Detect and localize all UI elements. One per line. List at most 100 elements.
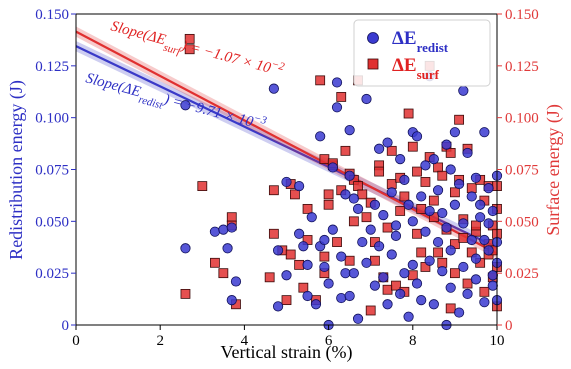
- redist-data-point: [483, 183, 494, 194]
- surf-data-point: [445, 148, 456, 158]
- redist-data-point: [475, 212, 486, 223]
- surf-data-point: [420, 177, 431, 187]
- redist-data-point: [487, 270, 498, 281]
- redist-data-point: [340, 189, 351, 200]
- redist-data-point: [218, 224, 229, 235]
- redist-data-point: [399, 174, 410, 185]
- redist-data-point: [365, 224, 376, 235]
- surf-data-point: [184, 33, 195, 44]
- redist-data-point: [319, 234, 330, 246]
- redist-data-point: [302, 259, 313, 270]
- redist-data-point: [344, 170, 355, 181]
- legend-redist-label: ΔEredist: [392, 28, 449, 55]
- redist-data-point: [470, 274, 482, 285]
- surf-data-point: [184, 44, 195, 55]
- surf-data-point: [357, 189, 368, 200]
- surf-data-point: [386, 145, 397, 156]
- redist-data-point: [302, 290, 313, 302]
- surf-data-point: [449, 187, 460, 198]
- surf-data-point: [471, 220, 481, 231]
- x-axis-title: Vertical strain (%): [221, 342, 353, 363]
- surf-data-point: [365, 305, 376, 316]
- redist-data-point: [361, 93, 372, 105]
- redist-data-point: [458, 261, 469, 273]
- surf-data-point: [210, 257, 220, 268]
- redist-data-point: [315, 131, 326, 142]
- redist-data-point: [462, 288, 473, 299]
- redist-data-point: [416, 191, 427, 202]
- redist-data-point: [479, 297, 490, 308]
- y-right-tick-label: 0.075: [505, 163, 539, 179]
- surf-data-point: [416, 247, 427, 258]
- redist-data-point: [441, 222, 452, 233]
- redist-data-point: [331, 102, 343, 113]
- redist-data-point: [470, 172, 482, 183]
- redist-data-point: [407, 259, 418, 270]
- redist-data-point: [344, 290, 355, 302]
- surf-data-point: [332, 237, 342, 247]
- redist-data-point: [386, 187, 397, 198]
- x-tick-label: 8: [409, 333, 417, 349]
- redist-data-point: [352, 203, 364, 214]
- surf-data-point: [403, 108, 414, 119]
- redist-data-point: [327, 224, 338, 235]
- y-right-tick-label: 0.125: [505, 59, 539, 75]
- redist-data-point: [209, 226, 221, 237]
- surf-data-point: [268, 185, 279, 196]
- surf-data-point: [382, 222, 393, 233]
- surf-data-point: [294, 259, 305, 270]
- redist-data-point: [281, 176, 292, 188]
- surf-data-point: [412, 166, 422, 177]
- redist-data-point: [281, 270, 292, 281]
- redist-data-point: [487, 280, 498, 291]
- surf-data-point: [323, 189, 334, 200]
- redist-data-point: [374, 241, 385, 252]
- redistribution-energy-points: [180, 71, 503, 331]
- y-right-tick-label: 0.150: [505, 7, 539, 23]
- redist-data-point: [386, 249, 397, 260]
- redist-data-point: [432, 236, 444, 248]
- redist-data-point: [424, 255, 435, 266]
- surf-data-point: [479, 286, 490, 297]
- y-right-tick-label: 0.100: [505, 111, 539, 127]
- redist-data-point: [445, 245, 456, 256]
- redist-data-point: [390, 230, 402, 241]
- redist-data-point: [437, 265, 448, 277]
- redist-data-point: [327, 162, 338, 173]
- redist-data-point: [369, 199, 381, 210]
- redist-data-point: [294, 228, 305, 239]
- redist-data-point: [466, 234, 477, 246]
- redist-data-point: [395, 154, 406, 165]
- redist-data-point: [348, 268, 359, 279]
- redist-data-point: [374, 143, 385, 154]
- redist-data-point: [458, 218, 469, 229]
- surf-data-point: [428, 195, 439, 206]
- redist-data-point: [449, 199, 460, 210]
- redist-data-point: [222, 243, 233, 254]
- redist-data-point: [378, 272, 389, 283]
- surf-data-point: [290, 189, 300, 200]
- y-left-tick-label: 0.150: [35, 7, 69, 23]
- redist-data-point: [487, 205, 498, 217]
- redist-data-point: [403, 311, 414, 322]
- redist-data-point: [454, 178, 465, 190]
- redist-data-point: [483, 218, 494, 229]
- x-tick-label: 2: [156, 333, 164, 349]
- y-left-tick-label: 0.125: [35, 59, 69, 75]
- surf-data-point: [454, 114, 465, 125]
- y-left-tick-label: 0.100: [35, 111, 69, 127]
- redist-data-point: [323, 278, 334, 289]
- redist-data-point: [411, 278, 423, 289]
- surf-data-point: [315, 75, 326, 86]
- surf-data-point: [281, 295, 292, 306]
- redist-data-point: [382, 299, 393, 310]
- y-right-tick-label: 0.025: [505, 266, 539, 282]
- surf-data-point: [218, 268, 229, 279]
- surf-data-point: [319, 154, 330, 165]
- surf-data-point: [462, 278, 473, 289]
- redist-data-point: [180, 243, 191, 254]
- y-left-tick-label: 0: [62, 318, 70, 334]
- surf-data-point: [323, 199, 334, 210]
- x-tick-label: 10: [490, 333, 505, 349]
- redist-data-point: [432, 185, 444, 196]
